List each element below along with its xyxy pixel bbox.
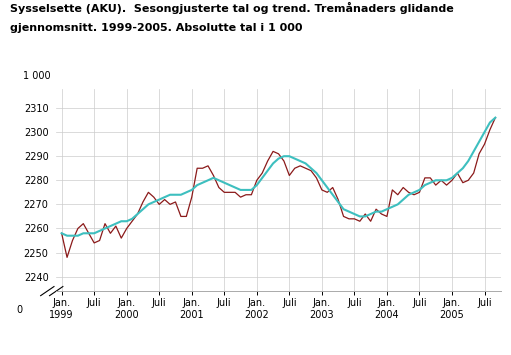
- Text: 1 000: 1 000: [23, 71, 51, 81]
- Text: 0: 0: [17, 305, 23, 315]
- Text: Sysselsette (AKU).  Sesongjusterte tal og trend. Tremånaders glidande: Sysselsette (AKU). Sesongjusterte tal og…: [10, 2, 454, 14]
- Text: gjennomsnitt. 1999-2005. Absolutte tal i 1 000: gjennomsnitt. 1999-2005. Absolutte tal i…: [10, 23, 303, 33]
